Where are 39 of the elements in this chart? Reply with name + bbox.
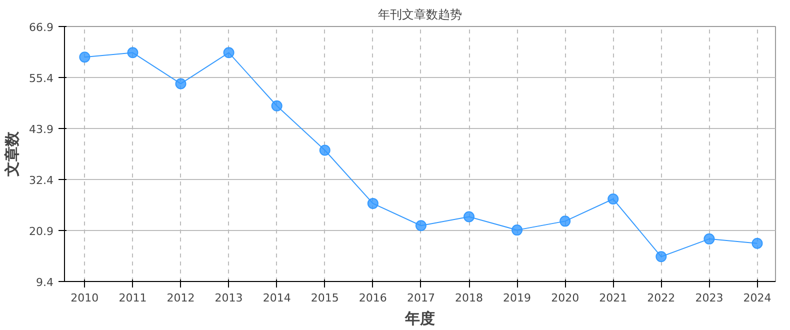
y-tick-label: 66.9 [29,21,54,34]
y-tick-label: 43.9 [29,123,54,136]
x-tick-label: 2011 [118,292,147,304]
y-tick-label: 32.4 [29,174,54,187]
y-tick-label: 20.9 [29,225,54,238]
point [608,194,619,205]
x-tick-label: 2016 [358,292,387,304]
point [319,144,330,156]
x-tick-label: 2024 [743,292,772,304]
x-tick-label: 2013 [214,292,243,304]
point [271,100,282,112]
point [512,224,523,236]
x-tick-label: 2010 [70,292,99,304]
x-tick-label: 2021 [599,292,628,304]
point [752,238,763,249]
point [175,78,186,90]
x-axis-title: 年度 [404,310,435,328]
point [127,47,138,58]
x-tick-label: 2015 [310,292,339,304]
point [704,233,715,244]
x-tick-label: 2014 [262,292,291,304]
x-tick-label: 2018 [455,292,484,304]
y-tick-label: 55.4 [29,72,54,85]
point [656,251,667,262]
point [367,198,378,209]
x-tick-label: 2022 [647,292,676,304]
point [223,47,234,58]
y-tick-label: 9.4 [36,276,54,289]
point [464,211,474,222]
point [415,220,426,232]
x-tick-label: 2017 [406,292,435,304]
point [560,216,571,227]
x-tick-label: 2012 [166,292,195,304]
y-axis-title: 文章数 [3,130,22,178]
point [79,52,90,63]
x-tick-label: 2020 [551,292,580,304]
x-tick-label: 2023 [695,292,724,304]
x-tick-label: 2019 [503,292,532,304]
chart-title: 年刊文章数趋势 [378,8,462,22]
